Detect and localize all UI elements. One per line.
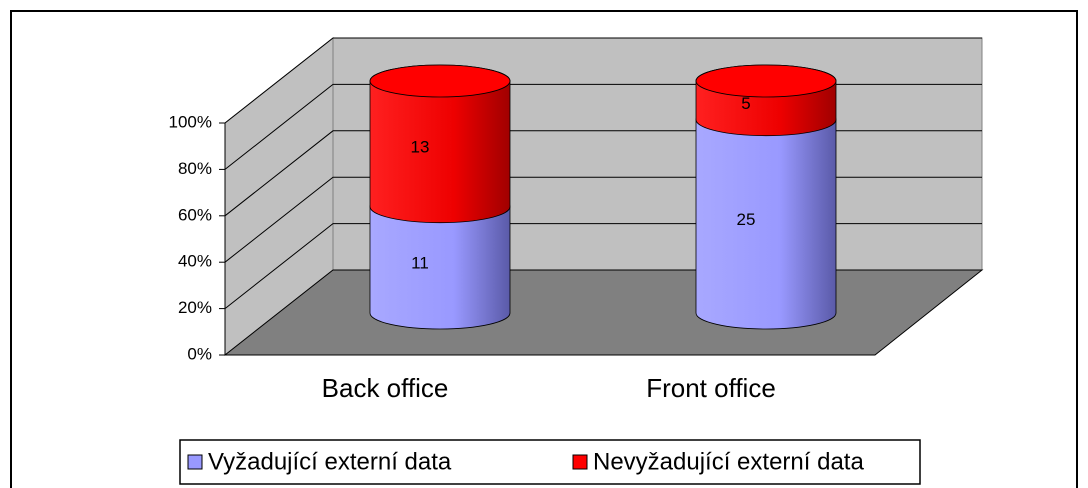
floor: [223, 269, 984, 356]
y-tick-label: 80%: [178, 159, 212, 178]
x-tick-label: Front office: [646, 373, 776, 403]
y-tick-label: 0%: [187, 344, 212, 363]
bar-top: [369, 64, 511, 98]
y-tick-label: 100%: [169, 112, 212, 131]
data-label: 13: [411, 137, 430, 156]
legend-label: Vyžadující externí data: [208, 448, 452, 475]
data-label: 25: [737, 210, 756, 229]
legend-swatch: [187, 454, 203, 470]
bar-top: [695, 64, 837, 98]
legend-label: Nevyžadující externí data: [593, 448, 864, 475]
data-label: 11: [411, 253, 429, 272]
bar: [695, 103, 837, 330]
legend-swatch: [572, 454, 588, 470]
x-tick-label: Back office: [322, 373, 449, 403]
y-tick-label: 60%: [178, 205, 212, 224]
y-tick-label: 20%: [178, 298, 212, 317]
grid-line: [224, 37, 982, 124]
y-tick-label: 40%: [178, 252, 212, 271]
data-label: 5: [741, 94, 750, 113]
legend: [179, 439, 921, 485]
